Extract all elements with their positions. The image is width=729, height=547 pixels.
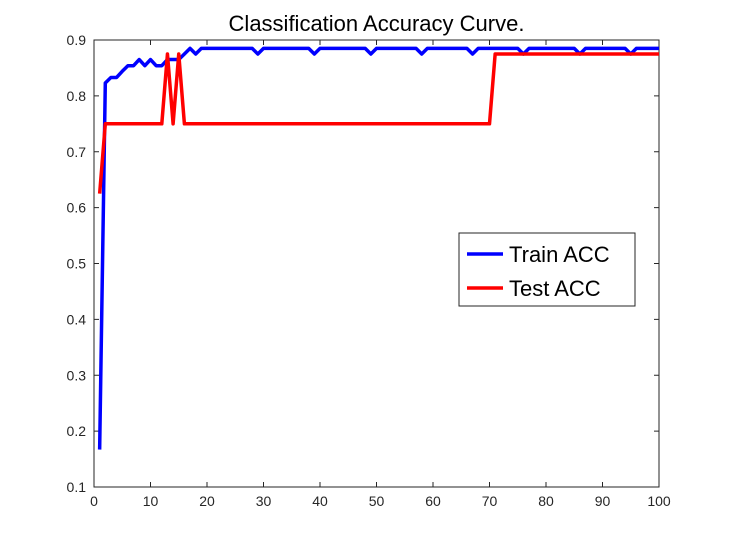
- x-tick-label: 40: [312, 493, 328, 509]
- legend-label: Test ACC: [509, 276, 601, 301]
- x-tick-label: 50: [369, 493, 385, 509]
- chart-title: Classification Accuracy Curve.: [229, 11, 525, 36]
- y-tick-label: 0.4: [67, 311, 87, 327]
- series-line-test-acc: [97, 52, 659, 194]
- legend: Train ACC Test ACC: [458, 232, 636, 307]
- y-tick-label: 0.5: [67, 256, 87, 272]
- y-tick-label: 0.9: [67, 32, 87, 48]
- x-tick-label: 70: [482, 493, 498, 509]
- y-tick-label: 0.2: [67, 423, 87, 439]
- x-tick-label: 80: [538, 493, 554, 509]
- y-tick-label: 0.7: [67, 144, 87, 160]
- legend-box: [458, 232, 636, 307]
- x-tick-label: 20: [199, 493, 215, 509]
- y-tick-label: 0.1: [67, 479, 87, 495]
- series-layer: [97, 46, 659, 450]
- x-tick-label: 30: [256, 493, 272, 509]
- y-tick-label: 0.8: [67, 88, 87, 104]
- axis-ticks: 0 10 20 30 40 50 60 70 80 90 100 0.1 0.2 0.3 0.4 0.5 0.6…: [67, 32, 671, 509]
- x-tick-label: 10: [143, 493, 159, 509]
- x-tick-label: 90: [595, 493, 611, 509]
- y-tick-label: 0.3: [67, 367, 87, 383]
- x-tick-label: 100: [647, 493, 671, 509]
- series-line-train-acc: [97, 46, 659, 450]
- x-tick-label: 0: [90, 493, 98, 509]
- y-tick-label: 0.6: [67, 200, 87, 216]
- x-tick-label: 60: [425, 493, 441, 509]
- legend-label: Train ACC: [509, 242, 610, 267]
